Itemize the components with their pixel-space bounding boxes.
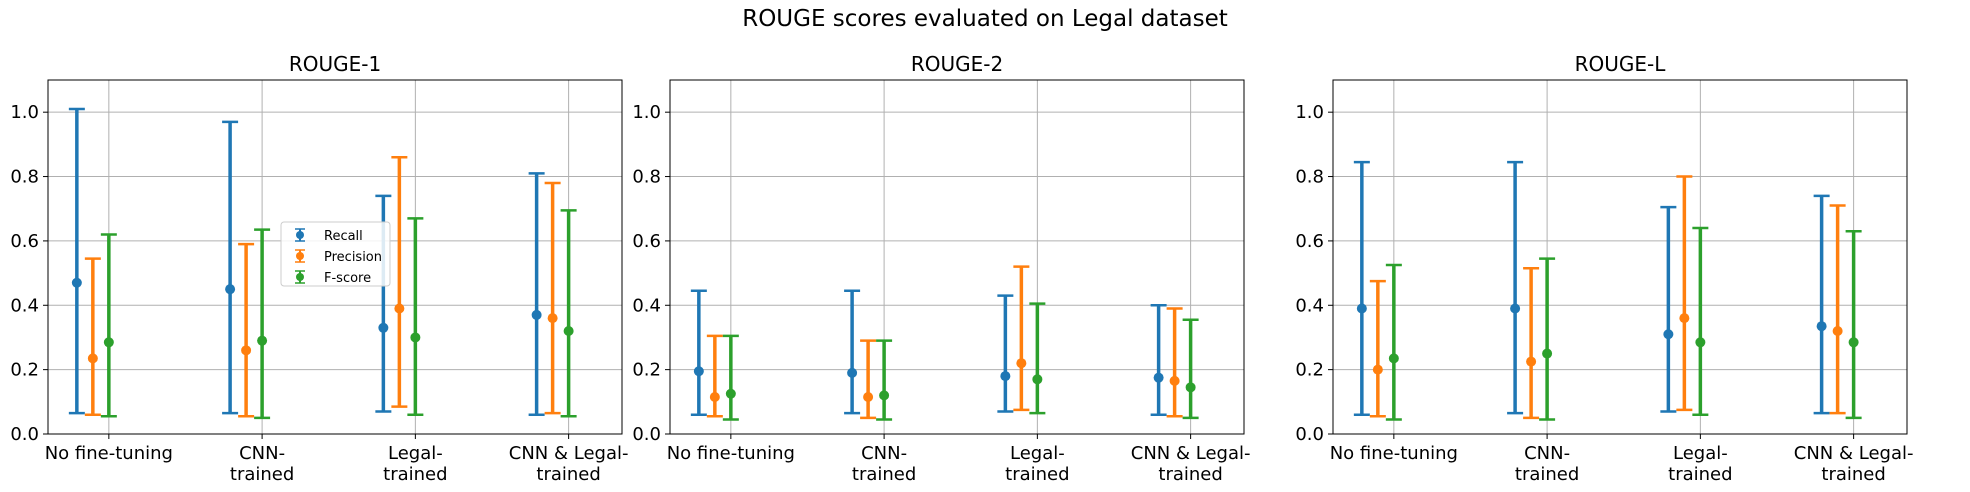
point-f-score — [1185, 382, 1196, 393]
point-precision — [394, 303, 405, 314]
figure-title: ROUGE scores evaluated on Legal dataset — [742, 6, 1228, 32]
panel-title: ROUGE-L — [1575, 52, 1667, 76]
point-f-score — [103, 337, 114, 348]
point-recall — [1000, 371, 1011, 382]
legend-marker-point — [296, 252, 304, 260]
x-tick-label: Legal- — [388, 443, 443, 464]
y-tick-label: 1.0 — [632, 102, 661, 123]
y-tick-label: 0.2 — [632, 360, 661, 381]
y-tick-label: 0.0 — [10, 424, 39, 445]
point-recall — [693, 366, 704, 377]
point-f-score — [725, 388, 736, 399]
point-precision — [709, 391, 720, 402]
point-precision — [1679, 313, 1690, 324]
axes-frame — [669, 79, 1245, 435]
point-precision — [1169, 375, 1180, 386]
chart-panel-2: 0.0 0.2 0.4 0.6 0.8 1.0 No fine-tuning CNN-trai… — [632, 52, 1250, 485]
point-precision — [863, 391, 874, 402]
x-tick-label: trained — [1515, 464, 1579, 485]
point-precision — [547, 313, 558, 324]
y-tick-label: 0.6 — [10, 231, 39, 252]
point-f-score — [410, 332, 421, 343]
point-precision — [1526, 356, 1537, 367]
chart-panel-3: 0.0 0.2 0.4 0.6 0.8 1.0 No fine-tuning CNN-trai… — [1295, 52, 1913, 485]
legend-label-f-score: F-score — [324, 271, 371, 286]
legend-label-recall: Recall — [324, 229, 363, 244]
legend-label-precision: Precision — [324, 250, 382, 265]
point-recall — [1356, 303, 1367, 314]
y-tick-label: 0.2 — [1295, 360, 1324, 381]
x-tick-label: trained — [1158, 464, 1222, 485]
legend-marker-point — [296, 231, 304, 239]
panel-title: ROUGE-1 — [289, 52, 381, 76]
y-tick-label: 0.8 — [632, 167, 661, 188]
x-tick-label: CNN & Legal- — [1131, 443, 1251, 464]
x-tick-label: Legal- — [1673, 443, 1728, 464]
y-tick-label: 0.6 — [1295, 231, 1324, 252]
panel-title: ROUGE-2 — [911, 52, 1003, 76]
x-tick-label: trained — [383, 464, 447, 485]
point-recall — [1510, 303, 1521, 314]
point-f-score — [879, 390, 890, 401]
x-tick-label: trained — [1668, 464, 1732, 485]
point-recall — [1153, 372, 1164, 383]
x-tick-label: trained — [852, 464, 916, 485]
y-tick-label: 0.2 — [10, 360, 39, 381]
y-tick-label: 0.0 — [1295, 424, 1324, 445]
y-tick-label: 0.0 — [632, 424, 661, 445]
x-tick-label: No fine-tuning — [667, 443, 795, 464]
point-recall — [1816, 321, 1827, 332]
y-tick-label: 0.6 — [632, 231, 661, 252]
legend-box — [280, 221, 391, 287]
y-tick-label: 1.0 — [1295, 102, 1324, 123]
y-tick-label: 0.8 — [10, 167, 39, 188]
point-f-score — [1848, 337, 1859, 348]
point-precision — [1372, 364, 1383, 375]
point-recall — [378, 322, 389, 333]
x-tick-label: trained — [230, 464, 294, 485]
point-recall — [531, 309, 542, 320]
x-tick-label: No fine-tuning — [1330, 443, 1458, 464]
point-precision — [87, 353, 98, 364]
point-recall — [71, 277, 82, 288]
x-tick-label: CNN & Legal- — [509, 443, 629, 464]
point-precision — [1016, 358, 1027, 369]
point-precision — [241, 345, 252, 356]
y-tick-label: 1.0 — [10, 102, 39, 123]
legend: Recall Precision F-score — [280, 221, 391, 287]
x-tick-label: trained — [536, 464, 600, 485]
y-tick-label: 0.4 — [632, 295, 661, 316]
point-f-score — [563, 326, 574, 337]
x-tick-label: CNN- — [239, 443, 285, 464]
x-tick-label: CNN & Legal- — [1794, 443, 1914, 464]
x-tick-label: trained — [1005, 464, 1069, 485]
y-tick-label: 0.4 — [10, 295, 39, 316]
point-f-score — [1695, 337, 1706, 348]
x-tick-label: CNN- — [1524, 443, 1570, 464]
point-f-score — [1032, 374, 1043, 385]
y-tick-label: 0.4 — [1295, 295, 1324, 316]
x-tick-label: CNN- — [861, 443, 907, 464]
point-f-score — [257, 335, 268, 346]
x-tick-label: trained — [1821, 464, 1885, 485]
x-tick-label: No fine-tuning — [45, 443, 173, 464]
chart-panel-1: 0.0 0.2 0.4 0.6 0.8 1.0 No fine-tuning CNN-trai… — [10, 52, 628, 485]
point-precision — [1832, 326, 1843, 337]
x-tick-label: Legal- — [1010, 443, 1065, 464]
point-recall — [847, 367, 858, 378]
axes-frame — [47, 79, 623, 435]
point-f-score — [1542, 348, 1553, 359]
legend-marker-point — [296, 273, 304, 281]
point-f-score — [1388, 353, 1399, 364]
y-tick-label: 0.8 — [1295, 167, 1324, 188]
point-recall — [225, 284, 236, 295]
point-recall — [1663, 329, 1674, 340]
axes-frame — [1332, 79, 1908, 435]
